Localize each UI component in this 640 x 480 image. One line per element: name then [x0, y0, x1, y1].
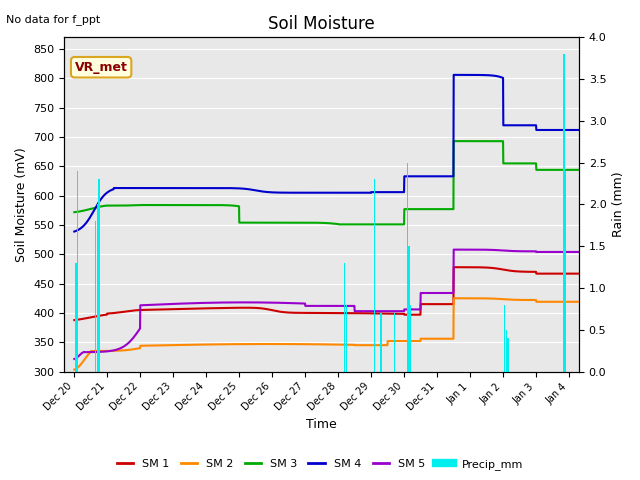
Bar	[508, 338, 509, 372]
Y-axis label: Rain (mm): Rain (mm)	[612, 172, 625, 237]
Bar	[346, 305, 347, 372]
Bar	[76, 263, 77, 372]
Text: VR_met: VR_met	[75, 61, 127, 74]
Bar	[506, 330, 507, 372]
Bar	[408, 246, 410, 372]
Y-axis label: Soil Moisture (mV): Soil Moisture (mV)	[15, 147, 28, 262]
Bar	[394, 313, 395, 372]
Bar	[99, 180, 100, 372]
Title: Soil Moisture: Soil Moisture	[268, 15, 375, 33]
Bar	[563, 54, 564, 372]
Text: No data for f_ppt: No data for f_ppt	[6, 14, 100, 25]
Legend: SM 1, SM 2, SM 3, SM 4, SM 5, Precip_mm: SM 1, SM 2, SM 3, SM 4, SM 5, Precip_mm	[112, 455, 528, 474]
Bar	[380, 313, 381, 372]
Bar	[410, 305, 412, 372]
Bar	[95, 221, 97, 372]
Bar	[374, 180, 375, 372]
Bar	[77, 171, 78, 372]
Bar	[504, 305, 506, 372]
X-axis label: Time: Time	[307, 419, 337, 432]
Bar	[407, 163, 408, 372]
Bar	[97, 204, 98, 372]
Bar	[565, 171, 566, 372]
Bar	[344, 263, 346, 372]
